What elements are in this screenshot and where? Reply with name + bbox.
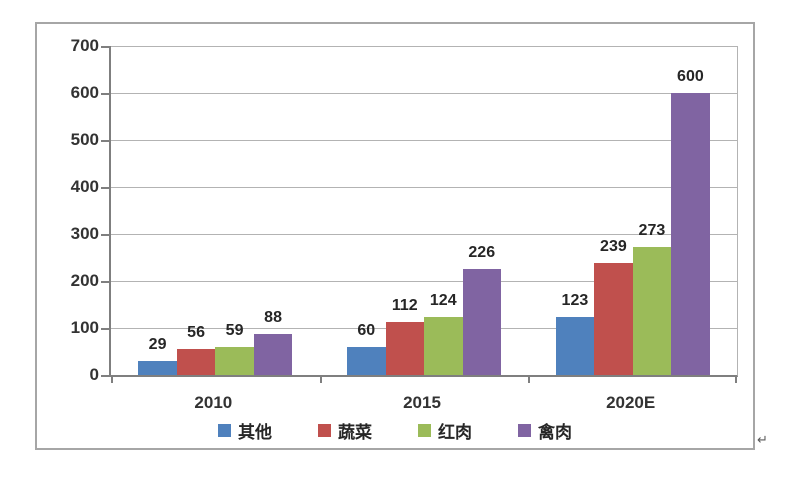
plot-area: 29 56 59 88 60 112 124 226 123 239 273 600 <box>109 46 738 383</box>
bar-蔬菜-2015 <box>385 322 424 375</box>
bar-禽肉-2010 <box>253 333 293 375</box>
legend-swatch <box>218 424 231 437</box>
y-tick-label: 600 <box>70 83 99 102</box>
legend-swatch <box>318 424 331 437</box>
bar-禽肉-2020E <box>671 93 710 375</box>
bar-value-label: 239 <box>600 237 627 255</box>
y-tick-label: 100 <box>70 318 99 337</box>
y-tick-label: 200 <box>70 271 99 290</box>
legend-label: 其他 <box>238 423 272 442</box>
bar-value-label: 29 <box>148 336 167 354</box>
y-tick-mark <box>101 375 109 377</box>
y-tick-label: 500 <box>70 130 99 149</box>
y-tick-label: 400 <box>70 177 99 196</box>
bar-其他-2020E <box>555 317 595 375</box>
y-tick-label: 300 <box>70 224 99 243</box>
legend-item-其他: 其他 <box>218 418 272 443</box>
gridline <box>111 46 737 47</box>
gridline <box>111 281 737 282</box>
legend-swatch <box>418 424 431 437</box>
legend-label: 蔬菜 <box>338 423 372 442</box>
legend-label: 禽肉 <box>538 423 572 442</box>
y-tick-mark <box>101 187 109 189</box>
bar-其他-2010 <box>138 361 177 375</box>
bar-value-label: 124 <box>429 291 457 309</box>
bar-value-label: 59 <box>225 322 244 340</box>
x-category-label: 2010 <box>194 393 233 412</box>
legend-item-蔬菜: 蔬菜 <box>318 418 372 443</box>
x-tick-mark <box>111 377 113 383</box>
legend-swatch <box>518 424 531 437</box>
chart-frame: 29 56 59 88 60 112 124 226 123 239 273 600 0 100 200 3… <box>35 22 755 450</box>
y-tick-mark <box>101 281 109 283</box>
return-mark: ↵ <box>757 432 768 447</box>
legend: 其他 蔬菜 红肉 禽肉 <box>37 418 753 443</box>
y-tick-label: 0 <box>89 365 99 384</box>
bar-value-label: 273 <box>638 221 666 239</box>
bar-value-label: 56 <box>187 323 205 341</box>
bar-红肉-2015 <box>424 316 463 375</box>
y-tick-mark <box>101 46 109 48</box>
legend-item-红肉: 红肉 <box>418 418 472 443</box>
bar-禽肉-2015 <box>462 268 501 375</box>
bar-value-label: 112 <box>391 297 418 315</box>
gridline <box>111 234 737 235</box>
bar-value-label: 600 <box>677 68 704 85</box>
x-tick-mark <box>735 377 737 383</box>
y-tick-mark <box>101 140 109 142</box>
bar-蔬菜-2020E <box>594 262 633 375</box>
gridline <box>111 187 737 188</box>
bar-value-label: 60 <box>357 321 376 339</box>
x-tick-mark <box>319 377 322 383</box>
gridline <box>111 93 737 94</box>
legend-label: 红肉 <box>438 423 472 442</box>
x-category-label: 2020E <box>606 393 656 412</box>
bar-value-label: 226 <box>468 243 496 261</box>
bar-其他-2015 <box>347 346 386 375</box>
x-tick-mark <box>528 377 531 383</box>
x-axis-labels: 2010 2015 2020E <box>109 393 735 415</box>
bar-蔬菜-2010 <box>176 348 216 375</box>
x-category-label: 2015 <box>403 393 441 412</box>
bar-value-label: 123 <box>561 292 589 310</box>
bar-value-label: 88 <box>264 308 282 326</box>
y-tick-label: 700 <box>70 36 99 55</box>
bar-红肉-2010 <box>215 347 254 375</box>
y-tick-mark <box>101 328 109 330</box>
legend-item-禽肉: 禽肉 <box>518 418 572 443</box>
y-tick-mark <box>101 234 109 236</box>
bar-红肉-2020E <box>632 246 672 375</box>
gridline <box>111 140 737 141</box>
y-axis-labels: 0 100 200 300 400 500 600 700 <box>45 24 99 448</box>
y-tick-mark <box>101 93 109 95</box>
